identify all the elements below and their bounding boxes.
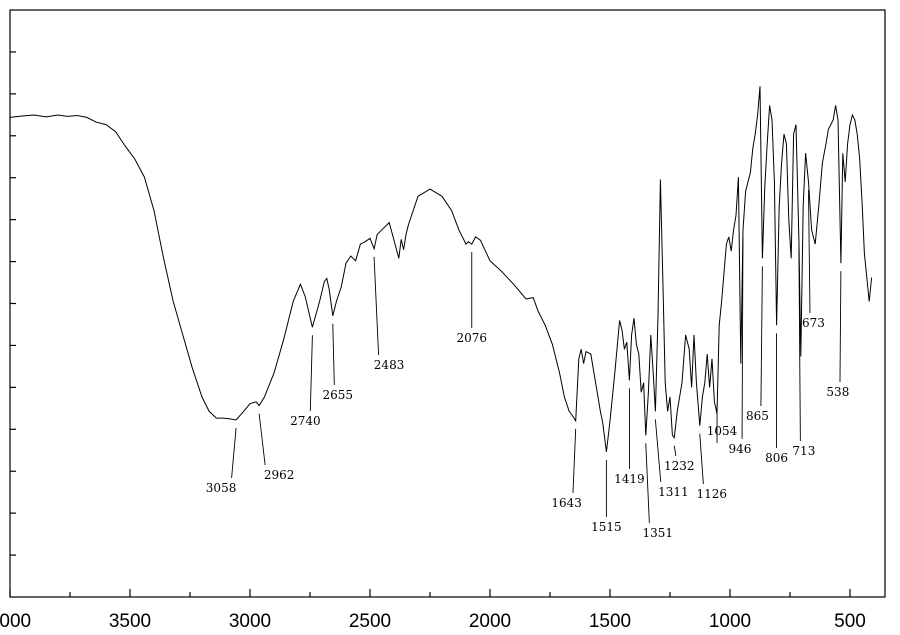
peak-label: 2740 (290, 414, 321, 428)
peak-label: 1232 (664, 459, 695, 473)
peak-label: 946 (729, 442, 752, 456)
plot-frame (9, 9, 886, 598)
x-tick-label: 1500 (589, 611, 631, 632)
peak-label: 1643 (551, 496, 582, 510)
peak-annotation: 1515 (591, 460, 622, 534)
peak-leader-line (309, 335, 313, 412)
x-tick-label: 4000 (0, 611, 31, 632)
x-tick-label: 3000 (229, 611, 271, 632)
peak-label: 1311 (658, 485, 689, 499)
peak-annotation: 806 (765, 333, 788, 465)
peak-leader-line (839, 271, 842, 383)
peak-leader-line (572, 428, 577, 494)
peak-annotation: 1351 (642, 443, 673, 540)
peak-annotation: 1054 (707, 405, 738, 443)
peak-label: 2655 (323, 388, 354, 402)
peak-annotation: 1643 (551, 428, 582, 510)
x-tick-label: 500 (834, 611, 866, 632)
peak-annotation: 1311 (654, 419, 689, 499)
x-axis-ticks (9, 589, 851, 597)
peak-annotation: 2076 (456, 252, 487, 345)
peak-label: 1419 (614, 472, 645, 486)
x-axis-tick-labels: 4000 3500 3000 2500 2000 1500 1000 500 (0, 611, 866, 632)
x-tick-label: 3500 (109, 611, 151, 632)
peak-annotation: 538 (826, 271, 849, 399)
peak-annotation: 2655 (323, 323, 354, 402)
peak-label: 1126 (696, 487, 727, 501)
peak-leader-line (699, 433, 704, 485)
peak-annotation: 865 (746, 266, 769, 423)
peak-label: 1351 (642, 526, 673, 540)
peak-label: 865 (746, 409, 769, 423)
peak-leader-line (332, 323, 335, 386)
peak-annotation: 1419 (614, 388, 645, 486)
peak-label: 2962 (264, 468, 295, 482)
peak-label: 1515 (591, 520, 622, 534)
peak-leader-line (231, 427, 237, 479)
x-tick-label: 2000 (469, 611, 511, 632)
peak-annotation: 673 (802, 189, 825, 330)
peak-annotation: 1126 (696, 433, 727, 501)
peak-leader-line (373, 256, 380, 356)
x-tick-label: 2500 (349, 611, 391, 632)
peak-leader-line (760, 266, 763, 407)
peak-leader-line (798, 247, 801, 442)
peak-annotation: 2740 (290, 335, 321, 428)
peak-label: 2483 (374, 358, 405, 372)
peak-label: 673 (802, 316, 825, 330)
peak-leader-line (741, 237, 744, 440)
peak-label: 806 (765, 451, 788, 465)
x-tick-label: 1000 (709, 611, 751, 632)
peak-leader-line (258, 413, 266, 466)
peak-annotation: 2483 (373, 256, 405, 372)
peak-label: 538 (826, 385, 849, 399)
peak-leader-line (808, 189, 811, 314)
y-axis-ticks (10, 51, 16, 556)
peak-annotation: 2962 (258, 413, 295, 482)
peak-label: 1054 (707, 424, 738, 438)
peak-annotation: 946 (729, 237, 752, 456)
peak-leader-line (654, 419, 662, 483)
peak-label: 2076 (456, 331, 487, 345)
peak-label: 3058 (206, 481, 237, 495)
peak-leader-line (645, 443, 650, 524)
peak-leader-line (673, 445, 677, 457)
spectrum-line (9, 86, 873, 453)
peak-annotation: 3058 (206, 427, 237, 495)
peak-label: 713 (792, 444, 815, 458)
peak-annotation: 1232 (664, 445, 695, 473)
peak-annotation: 713 (792, 247, 815, 458)
